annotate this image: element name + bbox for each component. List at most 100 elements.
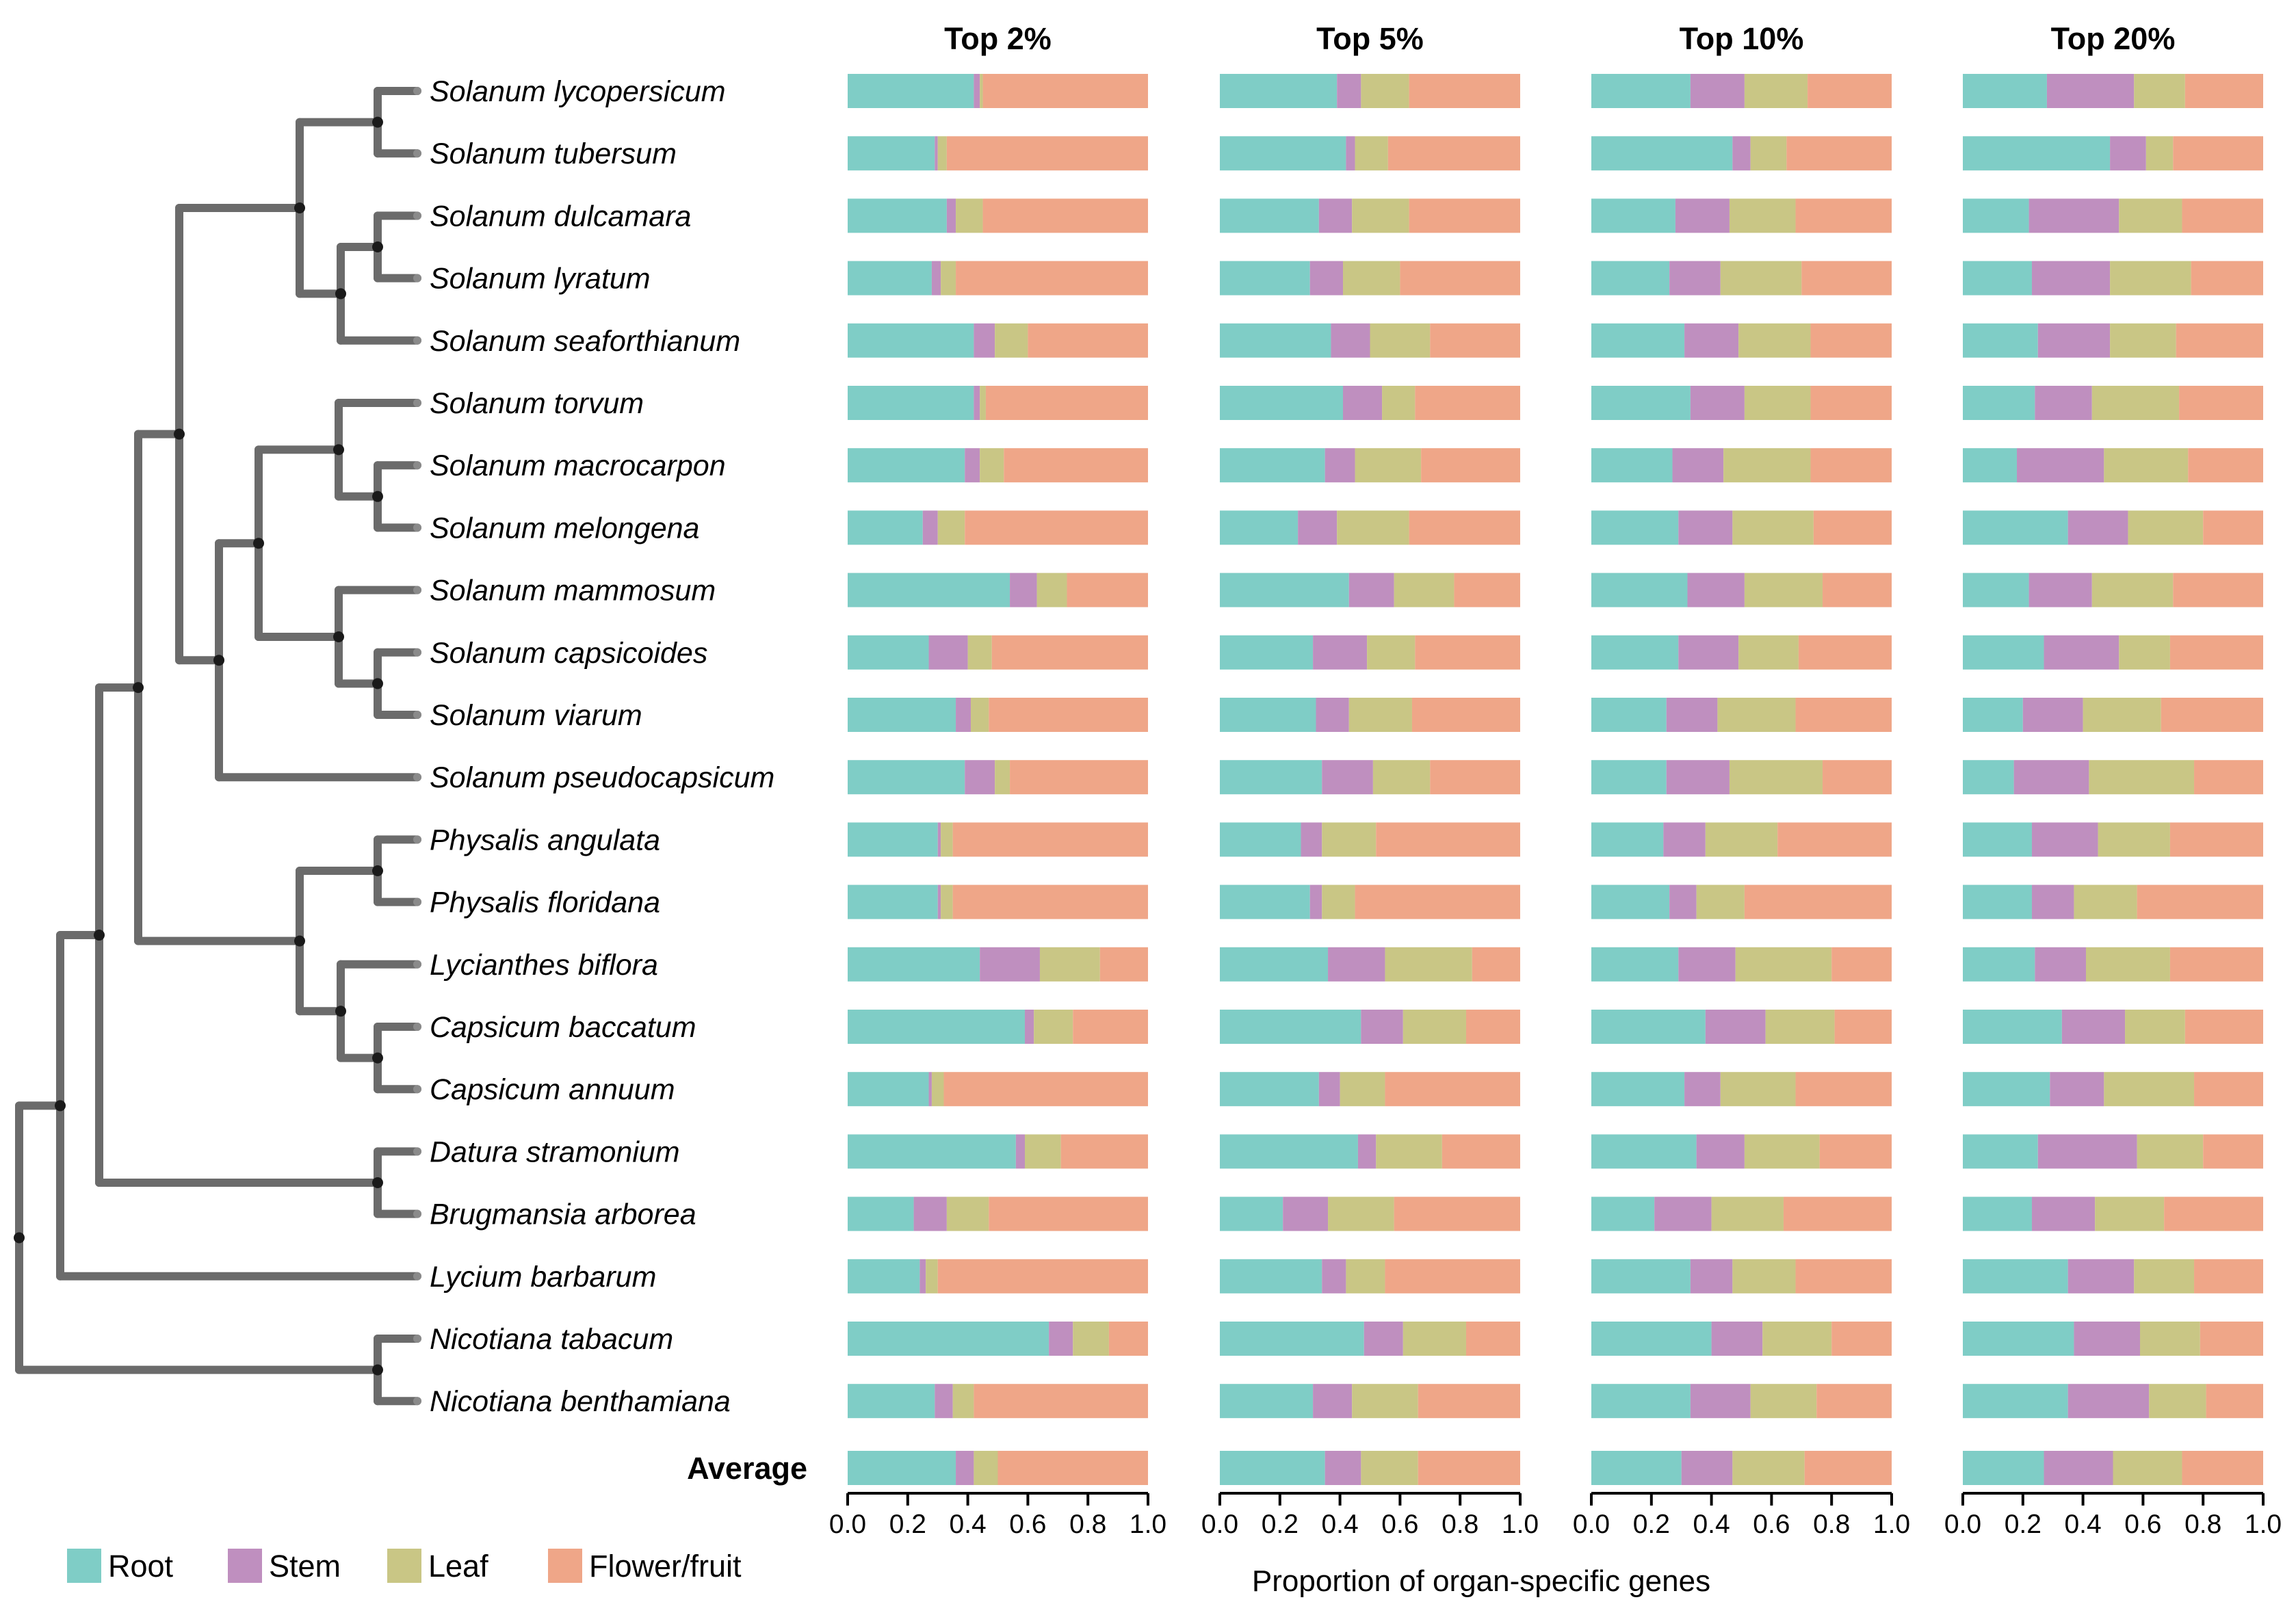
bar-segment	[1591, 1322, 1712, 1356]
bar-segment	[1220, 1010, 1361, 1044]
bar-segment	[2098, 822, 2170, 857]
bar-segment	[1963, 386, 2035, 420]
average-bar-segment	[1220, 1451, 1325, 1485]
bar-segment	[956, 198, 983, 233]
bar-segment	[1963, 947, 2035, 982]
bar-segment	[2184, 1010, 2263, 1044]
average-bar-segment	[848, 1451, 956, 1485]
bar-segment	[1672, 448, 1724, 483]
bar-segment	[2067, 1259, 2135, 1294]
bar-segment	[1831, 947, 1892, 982]
bar-segment	[1591, 386, 1691, 420]
bar-segment	[1690, 1259, 1733, 1294]
bar-segment	[848, 1196, 914, 1231]
bar-segment	[1591, 1134, 1697, 1169]
x-tick-label: 0.4	[1321, 1510, 1358, 1539]
bar-segment	[919, 1259, 926, 1294]
bar-segment	[1963, 1134, 2038, 1169]
bar-segment	[848, 510, 923, 545]
bar-segment	[1591, 1384, 1691, 1419]
bar-segment	[1322, 884, 1355, 919]
bar-segment	[980, 947, 1040, 982]
bar-segment	[848, 947, 980, 982]
species-label: Solanum mammosum	[430, 575, 716, 607]
bar-segment	[2119, 635, 2170, 670]
bar-segment	[1346, 1259, 1385, 1294]
bar-segment	[1348, 573, 1394, 607]
species-label: Nicotiana tabacum	[430, 1323, 673, 1356]
x-tick-label: 0.2	[1633, 1510, 1670, 1539]
bar-segment	[1720, 1072, 1796, 1107]
bar-segment	[848, 573, 1010, 607]
average-bar-segment	[974, 1451, 998, 1485]
bar-segment	[1028, 323, 1148, 358]
bar-segment	[1744, 74, 1808, 108]
bar-segment	[1690, 386, 1745, 420]
bar-segment	[2031, 884, 2074, 919]
bar-segment	[1744, 573, 1823, 607]
bar-segment	[1738, 323, 1811, 358]
tree-node	[174, 428, 185, 440]
bar-segment	[1678, 510, 1733, 545]
bar-segment	[946, 1196, 989, 1231]
bar-segment	[1309, 261, 1343, 296]
bar-segment	[931, 1072, 944, 1107]
x-tick-label: 0.0	[1201, 1510, 1238, 1539]
bar-segment	[1963, 136, 2111, 171]
bar-segment	[1732, 510, 1814, 545]
bar-segment	[956, 698, 971, 732]
bar-segment	[1220, 74, 1338, 108]
bar-segment	[980, 74, 983, 108]
bar-segment	[1808, 74, 1892, 108]
bar-segment	[1963, 1072, 2050, 1107]
panel-title: Top 5%	[1316, 21, 1424, 56]
species-label: Solanum seaforthianum	[430, 325, 740, 358]
bar-segment	[1591, 884, 1670, 919]
bar-segment	[2044, 635, 2119, 670]
bar-segment	[1717, 698, 1796, 732]
bar-segment	[1591, 510, 1679, 545]
bar-segment	[974, 1384, 1148, 1419]
bar-segment	[2137, 1134, 2204, 1169]
x-tick-label: 0.4	[2064, 1510, 2101, 1539]
tree-tip	[413, 274, 421, 283]
bar-segment	[1720, 261, 1802, 296]
bar-segment	[2128, 510, 2204, 545]
tree-node	[372, 1177, 383, 1188]
bar-segment	[2169, 822, 2263, 857]
species-label: Lycium barbarum	[430, 1261, 656, 1294]
bar-segment	[2046, 74, 2135, 108]
bar-segment	[848, 1010, 1026, 1044]
bar-segment	[2194, 1072, 2263, 1107]
bar-segment	[1220, 698, 1316, 732]
bar-segment	[2173, 136, 2263, 171]
bar-segment	[1786, 136, 1892, 171]
bar-segment	[1795, 198, 1892, 233]
bar-segment	[1313, 635, 1368, 670]
bar-segment	[1355, 448, 1422, 483]
bar-segment	[1010, 573, 1037, 607]
bar-segment	[2134, 1259, 2195, 1294]
bar-segment	[1411, 698, 1520, 732]
x-tick-label: 0.8	[1813, 1510, 1850, 1539]
bar-segment	[937, 1259, 1148, 1294]
x-tick-label: 0.2	[889, 1510, 926, 1539]
bar-segment	[1328, 947, 1385, 982]
bar-segment	[1669, 261, 1721, 296]
bar-segment	[1367, 635, 1416, 670]
bar-segment	[1963, 510, 2068, 545]
tree-node	[213, 655, 224, 666]
bar-segment	[1744, 386, 1811, 420]
bar-segment	[1744, 884, 1892, 919]
bar-segment	[1441, 1134, 1520, 1169]
bar-segment	[946, 198, 956, 233]
bar-segment	[965, 448, 980, 483]
bar-segment	[848, 198, 947, 233]
tree-node	[253, 538, 264, 549]
phylogenetic-tree	[14, 87, 421, 1406]
bar-segment	[2022, 698, 2083, 732]
bar-segment	[1963, 74, 2047, 108]
tree-tip	[413, 586, 421, 594]
species-label: Solanum lycopersicum	[430, 75, 726, 108]
